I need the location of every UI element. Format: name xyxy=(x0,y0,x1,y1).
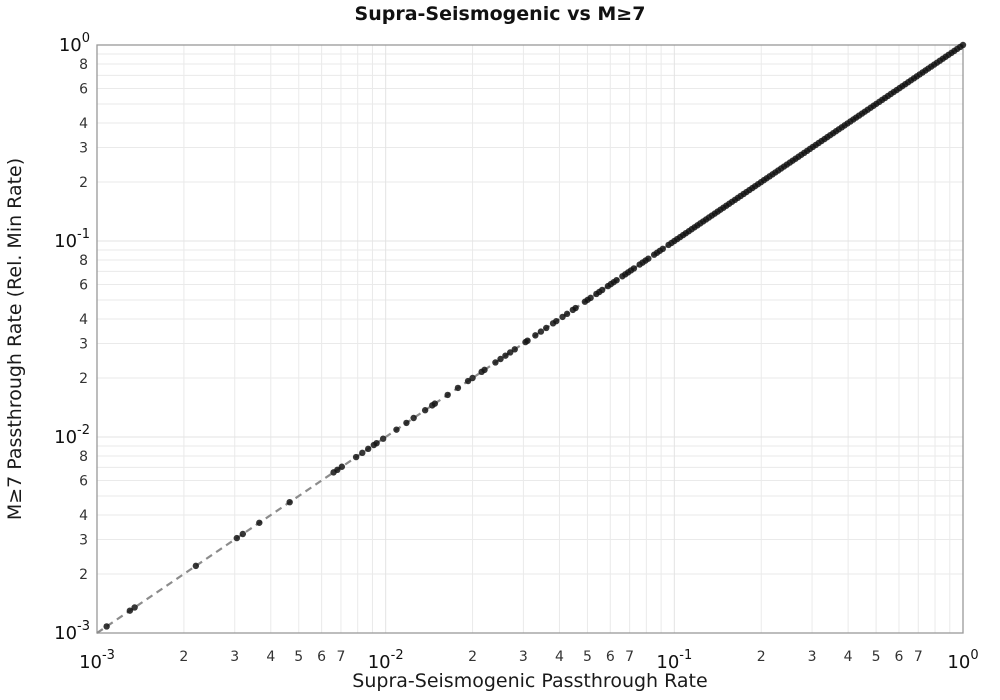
scatter-point xyxy=(393,426,400,433)
scatter-point xyxy=(497,355,504,363)
y-minor-tick-label: 3 xyxy=(79,140,88,156)
scatter-point xyxy=(286,498,293,506)
scatter-point xyxy=(334,466,341,474)
x-minor-tick-label: 4 xyxy=(266,649,275,665)
scatter-point xyxy=(469,374,476,382)
x-major-tick-label: 10-1 xyxy=(656,648,692,673)
x-minor-tick-label: 2 xyxy=(757,649,766,665)
x-minor-tick-label: 4 xyxy=(844,649,853,665)
y-minor-tick-label: 6 xyxy=(79,277,88,293)
x-minor-tick-label: 2 xyxy=(179,649,188,665)
scatter-point xyxy=(959,41,967,49)
x-minor-tick-label: 5 xyxy=(294,649,303,665)
scatter-point xyxy=(553,317,560,325)
x-minor-tick-label: 3 xyxy=(230,649,239,665)
scatter-point xyxy=(126,607,134,614)
x-minor-tick-label: 7 xyxy=(336,649,345,665)
scatter-point xyxy=(572,304,579,312)
scatter-point xyxy=(464,377,472,385)
gridlines-minor xyxy=(97,45,963,633)
y-major-tick-label: 10-1 xyxy=(54,227,90,252)
scatter-point xyxy=(365,445,372,453)
y-minor-tick-label: 8 xyxy=(79,449,88,465)
y-minor-tick-label: 4 xyxy=(79,116,88,132)
scatter-point xyxy=(444,391,451,399)
x-minor-tick-label: 3 xyxy=(808,649,817,665)
y-minor-tick-label: 2 xyxy=(79,371,88,387)
scatter-point xyxy=(537,328,545,335)
scatter-point xyxy=(532,332,539,339)
x-minor-tick-label: 4 xyxy=(555,649,564,665)
x-minor-tick-label: 6 xyxy=(606,649,615,665)
y-minor-tick-label: 2 xyxy=(79,567,88,583)
x-minor-tick-label: 2 xyxy=(468,649,477,665)
scatter-point xyxy=(563,310,571,318)
scatter-point xyxy=(543,324,550,332)
y-minor-tick-label: 4 xyxy=(79,508,88,524)
y-minor-tick-label: 8 xyxy=(79,253,88,269)
scatter-point xyxy=(352,453,360,461)
scatter-point xyxy=(598,286,606,294)
scatter-point xyxy=(256,519,263,526)
x-minor-tick-label: 5 xyxy=(583,649,592,665)
x-major-tick-label: 10-2 xyxy=(368,648,404,673)
y-minor-tick-label: 6 xyxy=(79,473,88,489)
y-minor-tick-label: 2 xyxy=(79,175,88,191)
scatter-point xyxy=(431,400,439,407)
scatter-point xyxy=(645,255,652,262)
scatter-point xyxy=(373,439,380,447)
y-minor-tick-label: 3 xyxy=(79,336,88,352)
scatter-point xyxy=(506,349,514,356)
scatter-point xyxy=(379,435,387,442)
x-major-tick-label: 100 xyxy=(947,648,978,673)
x-major-tick-label: 10-3 xyxy=(79,648,115,673)
scatter-point xyxy=(481,366,488,374)
scatter-point xyxy=(492,359,499,366)
scatter-point xyxy=(359,449,366,457)
scatter-point xyxy=(192,562,200,570)
scatter-point xyxy=(131,604,138,611)
scatter-point xyxy=(338,463,346,470)
scatter-point xyxy=(103,623,110,630)
y-minor-tick-label: 6 xyxy=(79,81,88,97)
scatter-point xyxy=(630,265,638,272)
x-minor-tick-label: 7 xyxy=(914,649,923,665)
y-axis-tick-labels: 100 10-1 10-2 10-3 8 6 4 3 2 8 6 4 3 2 8 6 4 3 2 xyxy=(54,31,90,644)
scatter-point xyxy=(511,346,518,353)
scatter-point xyxy=(403,419,410,427)
x-axis-title: Supra-Seismogenic Passthrough Rate xyxy=(352,670,708,692)
x-minor-tick-label: 6 xyxy=(894,649,903,665)
y-minor-tick-label: 8 xyxy=(79,57,88,73)
x-minor-tick-label: 6 xyxy=(317,649,326,665)
y-major-tick-label: 100 xyxy=(59,31,90,56)
x-minor-tick-label: 7 xyxy=(625,649,634,665)
scatter-point xyxy=(454,384,462,392)
scatter-point xyxy=(613,276,620,284)
scatter-point xyxy=(659,245,666,253)
scatter-point xyxy=(502,352,509,359)
scatter-point xyxy=(559,313,566,321)
scatter-point xyxy=(233,534,241,542)
scatter-point xyxy=(421,407,429,414)
scatter-points xyxy=(103,41,967,630)
y-major-tick-label: 10-3 xyxy=(54,619,90,644)
scatter-point xyxy=(524,337,531,344)
y-minor-tick-label: 3 xyxy=(79,532,88,548)
chart-title: Supra-Seismogenic vs M≥7 xyxy=(354,3,646,25)
scatter-point xyxy=(410,414,417,422)
plot-border xyxy=(96,44,964,634)
x-minor-tick-label: 5 xyxy=(872,649,881,665)
y-axis-title: M≥7 Passthrough Rate (Rel. Min Rate) xyxy=(4,157,26,521)
scatter-point xyxy=(239,530,247,538)
scatter-point xyxy=(587,294,594,302)
y-major-tick-label: 10-2 xyxy=(54,423,90,448)
y-minor-tick-label: 4 xyxy=(79,312,88,328)
x-minor-tick-label: 3 xyxy=(519,649,528,665)
